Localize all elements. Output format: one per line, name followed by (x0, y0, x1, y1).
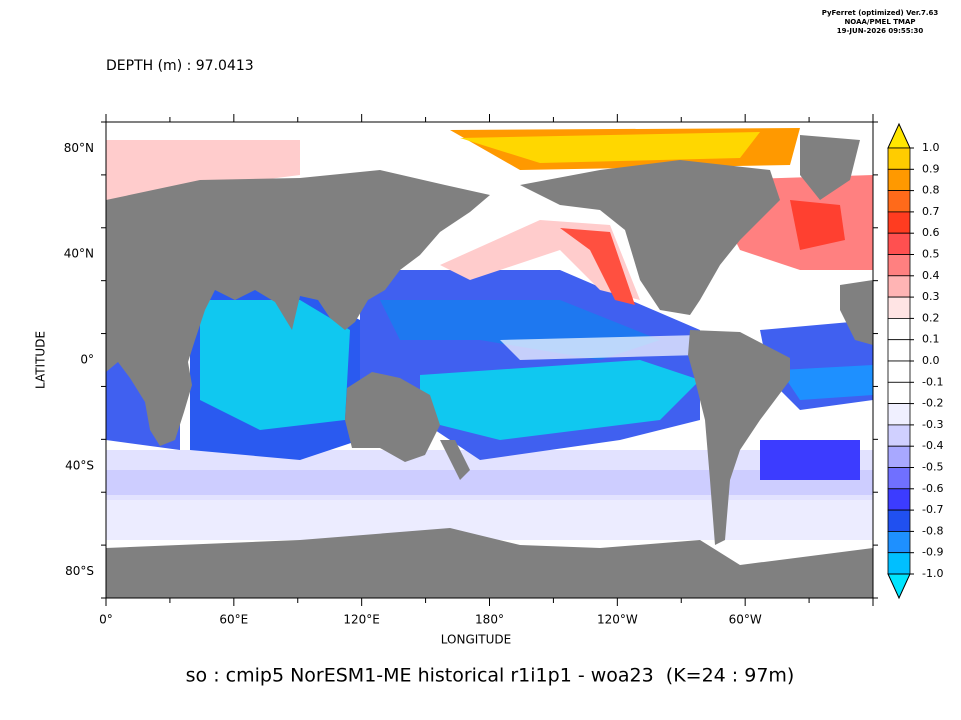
colorbar-label: -0.4 (922, 439, 943, 452)
colorbar-box (887, 147, 911, 170)
colorbar-label: -0.1 (922, 375, 943, 388)
colorbar-box (887, 403, 911, 426)
colorbar-box (887, 232, 911, 255)
x-axis-label: LONGITUDE (441, 633, 511, 647)
colorbar-box (887, 531, 911, 554)
colorbar-label: -0.5 (922, 461, 943, 474)
colorbar-box (887, 552, 911, 575)
colorbar-label: -0.7 (922, 503, 943, 516)
colorbar-cap (887, 573, 911, 600)
colorbar-label: 0.9 (922, 162, 940, 175)
colorbar-box (887, 254, 911, 277)
y-tick-label: 80°S (65, 564, 94, 578)
colorbar-label: 0.0 (922, 354, 940, 367)
colorbar-label: -0.8 (922, 524, 943, 537)
colorbar-label: 0.1 (922, 333, 940, 346)
colorbar-label: 0.2 (922, 311, 940, 324)
colorbar-box (887, 275, 911, 298)
colorbar-box (887, 467, 911, 490)
colorbar-box (887, 168, 911, 192)
y-tick-label: 0° (80, 353, 94, 367)
header-line: NOAA/PMEL TMAP (844, 18, 915, 26)
y-tick-label: 80°N (64, 141, 94, 155)
colorbar-label: 0.8 (922, 184, 940, 197)
colorbar-box (887, 381, 911, 404)
colorbar-box (887, 424, 911, 447)
colorbar-label: -0.3 (922, 418, 943, 431)
colorbar-label: 0.3 (922, 290, 940, 303)
colorbar-label: 0.6 (922, 226, 940, 239)
colorbar-label: -0.2 (922, 397, 943, 410)
colorbar-box (887, 509, 911, 532)
subtitle: DEPTH (m) : 97.0413 (106, 58, 254, 74)
y-tick-label: 40°N (64, 247, 94, 261)
colorbar-label: -0.9 (922, 546, 943, 559)
x-tick-label: 60°W (729, 613, 762, 627)
x-tick-label: 180° (475, 613, 504, 627)
colorbar-box (887, 360, 911, 383)
x-tick-label: 60°E (219, 613, 248, 627)
colorbar-box (887, 211, 911, 234)
colorbar-label: 0.7 (922, 205, 940, 218)
colorbar-label: 0.4 (922, 269, 940, 282)
colorbar-label: 0.5 (922, 248, 940, 261)
colorbar-label: -1.0 (922, 567, 943, 580)
header-line: PyFerret (optimized) Ver.7.63 (822, 9, 939, 17)
colorbar-box (887, 339, 911, 362)
colorbar-box (887, 445, 911, 468)
chart-title: so : cmip5 NorESM1-ME historical r1i1p1 … (186, 665, 795, 687)
header-line: 19-JUN-2026 09:55:30 (837, 27, 924, 35)
colorbar-box (887, 317, 911, 341)
x-tick-label: 120°W (597, 613, 638, 627)
colorbar-label: 1.0 (922, 141, 940, 154)
y-axis-label: LATITUDE (34, 331, 48, 389)
colorbar-box (887, 488, 911, 511)
y-tick-label: 40°S (65, 458, 94, 472)
colorbar-box (887, 296, 911, 319)
colorbar-cap (887, 122, 911, 149)
x-tick-label: 120°E (343, 613, 380, 627)
map-field (106, 122, 873, 598)
x-tick-label: 0° (99, 613, 113, 627)
colorbar-label: -0.6 (922, 482, 943, 495)
colorbar-box (887, 190, 911, 213)
